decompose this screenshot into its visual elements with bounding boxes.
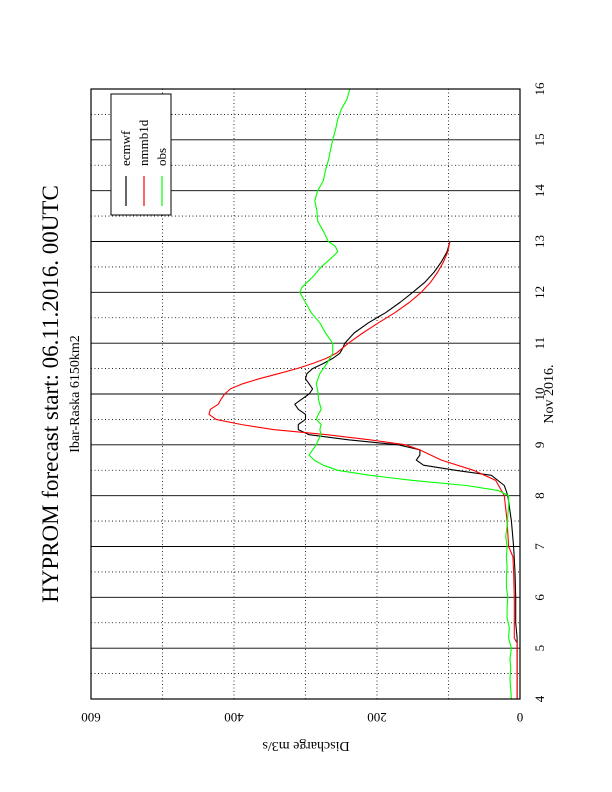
- x-tick-label: 9: [532, 442, 547, 449]
- series-nmmb1d: [208, 241, 518, 699]
- y-tick-label: 0: [517, 710, 524, 725]
- x-tick-label: 8: [532, 492, 547, 499]
- x-tick-label: 7: [532, 543, 547, 550]
- x-tick-label: 5: [532, 645, 547, 652]
- y-tick-label: 400: [224, 710, 244, 725]
- y-tick-label: 200: [367, 710, 387, 725]
- chart-title: HYPROM forecast start: 06.11.2016. 00UTC: [38, 185, 63, 603]
- x-tick-label: 6: [532, 594, 547, 601]
- x-tick-label: 4: [532, 695, 547, 702]
- x-tick-label: 14: [532, 184, 547, 198]
- y-tick-label: 600: [81, 710, 101, 725]
- plot-frame: [90, 88, 521, 700]
- y-tick-labels: 0 200 400 600: [81, 710, 523, 725]
- x-tick-labels: 4 5 6 7 8 9 10 11 12 13 14 15 16: [532, 82, 547, 702]
- legend-label-obs: obs: [154, 148, 169, 166]
- series-obs: [299, 88, 512, 700]
- x-tick-label: 13: [532, 235, 547, 248]
- series-lines: [208, 88, 518, 700]
- legend-label-ecmwf: ecmwf: [118, 130, 133, 166]
- legend: ecmwf nmmb1d obs: [110, 93, 172, 216]
- legend-box: [110, 93, 172, 216]
- x-axis-label: Nov 2016.: [542, 364, 557, 423]
- x-tick-label: 16: [532, 82, 547, 96]
- x-tick-label: 15: [532, 133, 547, 146]
- chart-subtitle: Ibar-Raska 6150km2: [68, 335, 83, 453]
- x-tick-label: 12: [532, 286, 547, 299]
- x-tick-label: 11: [532, 337, 547, 350]
- y-axis-label: Discharge m3/s: [262, 738, 349, 753]
- legend-label-nmmb1d: nmmb1d: [136, 119, 151, 166]
- x-tick-label: 10: [532, 388, 547, 401]
